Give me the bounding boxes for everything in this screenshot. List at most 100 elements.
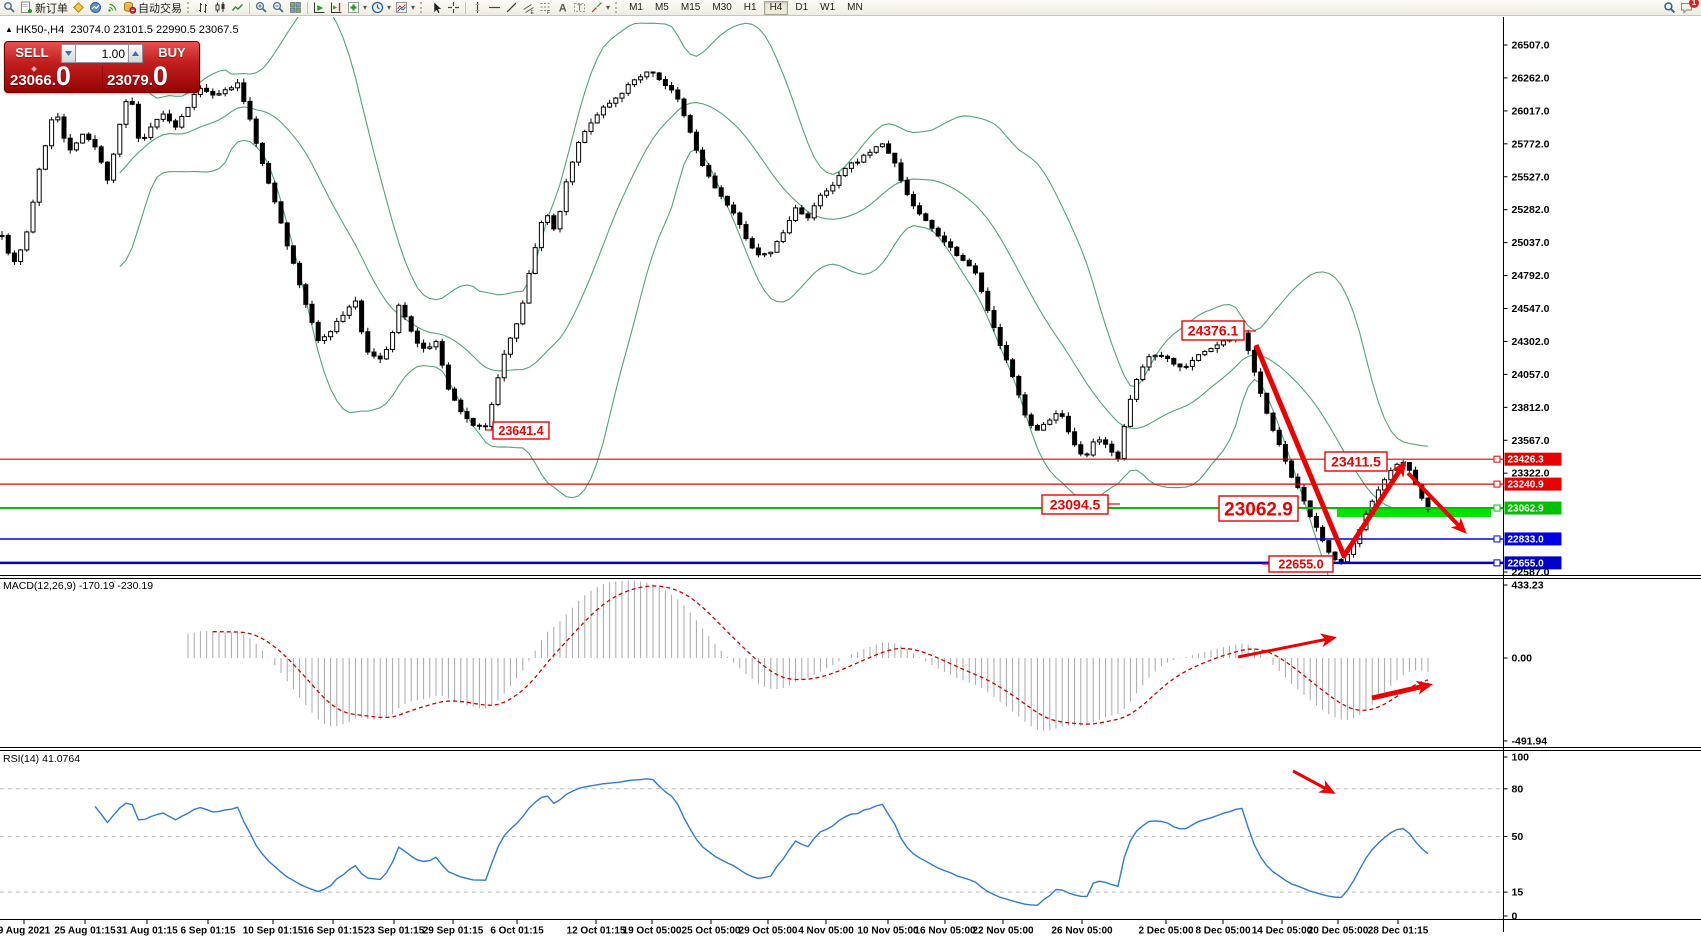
candle-body	[600, 106, 606, 116]
price-tick-label: 22587.0	[1512, 567, 1550, 579]
price-annotation-box[interactable]	[1218, 495, 1299, 522]
vertical-line-button[interactable]	[469, 0, 486, 15]
time-tick-label[interactable]: 26 Nov 05:00	[1051, 926, 1113, 937]
time-tick-label[interactable]: 22 Nov 05:00	[972, 926, 1034, 937]
volume-increase-button[interactable]	[128, 44, 143, 63]
candle-body	[1146, 356, 1152, 368]
zoom-out-button[interactable]	[270, 0, 287, 15]
timeframe-h1-button[interactable]: H1	[743, 1, 757, 13]
notifications-button[interactable]: 1	[1678, 0, 1699, 15]
bar-chart-button[interactable]	[195, 0, 212, 15]
fibonacci-icon: F	[540, 3, 551, 14]
price-annotation-box[interactable]	[1041, 494, 1109, 515]
time-tick-label[interactable]: 31 Aug 01:15	[116, 926, 178, 937]
timeframe-d1-button[interactable]: D1	[795, 1, 809, 13]
price-annotation-box[interactable]	[1181, 320, 1245, 341]
candle-body	[737, 212, 743, 226]
timeframe-mn-button[interactable]: MN	[847, 1, 863, 13]
tile-windows-button[interactable]	[287, 0, 304, 15]
market-watch-button[interactable]	[87, 0, 104, 15]
time-tick-label[interactable]: 12 Oct 01:15	[567, 926, 626, 937]
new-order-button[interactable]: 新订单	[18, 0, 70, 15]
candle-body	[1276, 429, 1282, 446]
price-annotation-box[interactable]	[1268, 555, 1334, 573]
periods-button[interactable]: ▾	[369, 0, 393, 15]
time-tick-label[interactable]: 10 Sep 01:15	[243, 926, 304, 937]
time-tick-label[interactable]: 14 Dec 05:00	[1252, 926, 1313, 937]
text-label-button[interactable]: T	[571, 0, 588, 15]
auto-scroll-button[interactable]	[311, 0, 328, 15]
timeframe-m5-button[interactable]: M5	[654, 1, 669, 13]
svg-text:T: T	[577, 3, 582, 12]
crosshair-button[interactable]	[445, 0, 462, 15]
time-tick-label[interactable]: 10 Nov 05:00	[857, 926, 919, 937]
time-tick-label[interactable]: 29 Oct 05:00	[739, 926, 798, 937]
timeframe-h4-button[interactable]: H4	[763, 0, 789, 15]
time-tick-label[interactable]: 29 Sep 01:15	[423, 926, 484, 937]
bollinger-lower-band	[119, 139, 1329, 575]
price-tick-label: 26017.0	[1512, 105, 1550, 117]
time-tick-label[interactable]: 23 Sep 01:15	[364, 926, 425, 937]
sell-price[interactable]: 23066.0	[10, 61, 71, 91]
time-tick-label[interactable]: 25 Aug 01:15	[54, 926, 116, 937]
line-chart-button[interactable]	[229, 0, 246, 15]
chart-shift-button[interactable]	[328, 0, 345, 15]
trend-arrow[interactable]	[1371, 680, 1433, 701]
green-support-zone[interactable]	[1337, 507, 1491, 517]
trend-arrow[interactable]	[1237, 633, 1337, 659]
time-tick-label[interactable]: 8 Dec 05:00	[1195, 926, 1250, 937]
arrows-tool-button[interactable]: ▾	[588, 0, 612, 15]
time-tick-label[interactable]: 2 Dec 05:00	[1138, 926, 1193, 937]
candle-body	[1406, 462, 1412, 471]
time-tick-label[interactable]: 9 Aug 2021	[0, 926, 51, 937]
svg-text:F: F	[547, 10, 550, 14]
trend-arrow[interactable]	[1292, 769, 1336, 794]
trend-arrow[interactable]	[1406, 471, 1467, 534]
equidistant-channel-button[interactable]: E	[520, 0, 537, 15]
timeframe-m30-button[interactable]: M30	[712, 1, 732, 13]
indicators-button[interactable]: ▾	[345, 0, 369, 15]
time-tick-label[interactable]: 6 Sep 01:15	[180, 926, 235, 937]
timeframe-m1-button[interactable]: M1	[629, 1, 643, 13]
symbols-button[interactable]	[1, 0, 18, 15]
candlestick-chart-button[interactable]	[212, 0, 229, 15]
fibonacci-button[interactable]: F	[537, 0, 554, 15]
candle-body	[532, 247, 538, 274]
collapse-marker-icon[interactable]: ▲	[5, 25, 13, 34]
templates-button[interactable]: ▾	[393, 0, 417, 15]
price-annotation-box[interactable]	[492, 421, 550, 440]
styles-button[interactable]	[70, 0, 87, 15]
time-tick-label[interactable]: 25 Oct 05:00	[682, 926, 741, 937]
time-tick-label[interactable]: 16 Nov 05:00	[914, 926, 976, 937]
volume-decrease-button[interactable]	[61, 44, 76, 63]
trendline-button[interactable]	[503, 0, 520, 15]
horizontal-line-button[interactable]	[486, 0, 503, 15]
buy-price[interactable]: 23079.0	[107, 61, 168, 91]
sell-button[interactable]: SELL	[15, 45, 49, 60]
candle-body	[18, 249, 24, 263]
candle-body	[997, 327, 1003, 347]
time-tick-label[interactable]: 20 Dec 05:00	[1308, 926, 1369, 937]
candle-body	[402, 304, 408, 318]
time-tick-label[interactable]: 4 Nov 05:00	[798, 926, 854, 937]
trend-arrow[interactable]	[1253, 344, 1407, 559]
time-tick-label[interactable]: 19 Oct 05:00	[623, 926, 682, 937]
signals-button[interactable]	[104, 0, 121, 15]
time-tick-label[interactable]: 6 Oct 01:15	[490, 926, 544, 937]
text-button[interactable]: A	[554, 0, 571, 15]
candle-body	[284, 222, 290, 247]
timeframe-w1-button[interactable]: W1	[820, 1, 836, 13]
time-tick-label[interactable]: 28 Dec 01:15	[1368, 926, 1429, 937]
buy-button[interactable]: BUY	[158, 45, 186, 60]
price-annotation-box[interactable]	[1324, 451, 1388, 472]
cursor-button[interactable]	[428, 0, 445, 15]
auto-trading-button[interactable]: 自动交易	[121, 0, 184, 15]
text-label-icon: T	[574, 3, 586, 12]
search-button[interactable]	[1661, 0, 1678, 15]
timeframe-m15-button[interactable]: M15	[680, 1, 701, 13]
time-tick-label[interactable]: 16 Sep 01:15	[303, 926, 364, 937]
volume-input[interactable]	[76, 44, 128, 63]
zoom-in-button[interactable]	[253, 0, 270, 15]
